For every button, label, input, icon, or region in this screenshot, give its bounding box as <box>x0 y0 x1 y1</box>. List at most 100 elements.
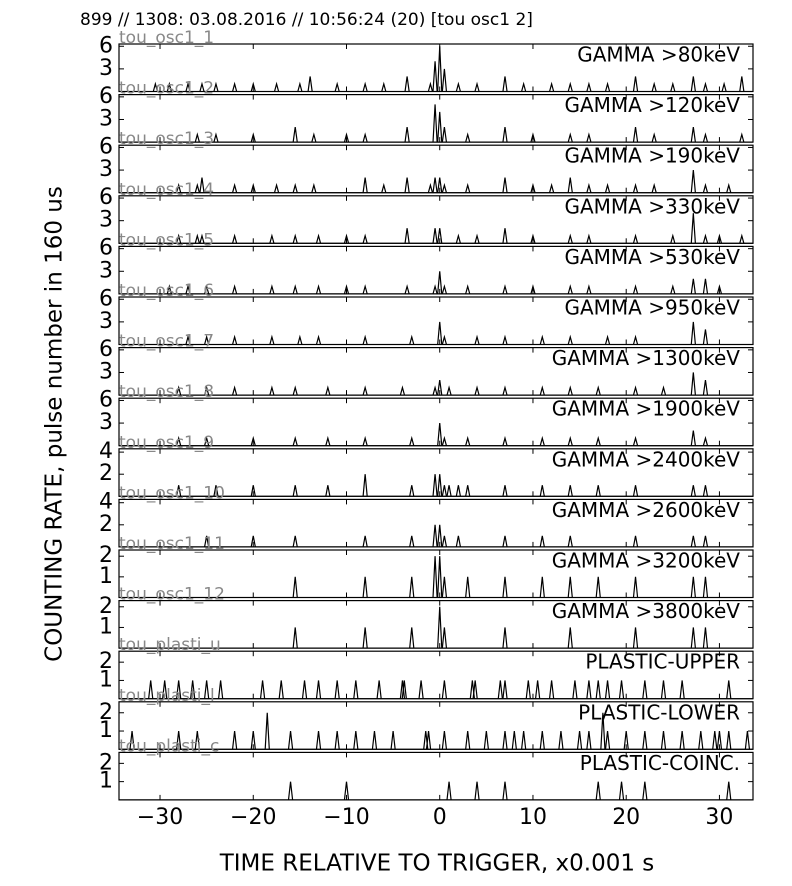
panel-annotation: GAMMA >530keV <box>564 245 740 269</box>
spike <box>162 680 168 699</box>
spike <box>548 680 555 699</box>
spike <box>726 680 732 699</box>
spike <box>376 680 382 699</box>
spike <box>632 435 639 446</box>
spike <box>325 385 331 396</box>
spike <box>595 485 601 497</box>
spike <box>441 730 448 750</box>
spike <box>632 284 639 295</box>
spike <box>199 81 205 92</box>
y-tick-label: 6 <box>99 286 113 311</box>
spike <box>334 81 340 92</box>
spike <box>567 385 573 396</box>
panel-annotation: GAMMA >2400keV <box>552 447 741 471</box>
spike <box>204 435 210 446</box>
x-axis-label: TIME RELATIVE TO TRIGGER, x0.001 s <box>219 851 655 877</box>
spike <box>739 132 745 143</box>
panel-label: tou_osc1_7 <box>119 332 214 352</box>
spike <box>716 284 723 295</box>
y-tick-label: 3 <box>99 359 113 384</box>
spike <box>152 81 158 92</box>
spike <box>362 233 368 244</box>
spike <box>427 81 434 92</box>
spike <box>455 485 462 497</box>
spike <box>632 535 639 548</box>
spike <box>702 435 709 446</box>
spike <box>427 182 434 193</box>
spike <box>604 81 611 92</box>
spike <box>213 485 219 497</box>
spike <box>586 730 592 750</box>
spike <box>690 213 696 244</box>
y-tick-label: 3 <box>99 208 113 233</box>
spike <box>698 730 704 750</box>
spike <box>343 233 350 244</box>
x-tick-label: −30 <box>137 805 183 830</box>
spike <box>679 680 685 699</box>
spike <box>465 284 471 295</box>
spike <box>250 485 256 497</box>
spike <box>702 535 709 548</box>
spike <box>618 781 625 800</box>
spike <box>702 81 709 92</box>
spike <box>362 334 368 345</box>
spike <box>567 627 573 649</box>
spike <box>362 474 368 497</box>
spike <box>292 126 298 143</box>
spike <box>726 182 732 193</box>
spike <box>502 177 508 193</box>
spike <box>474 233 480 244</box>
spike <box>437 271 443 294</box>
x-tick-label: 0 <box>433 805 447 830</box>
spike <box>409 334 415 345</box>
spike <box>231 233 238 244</box>
spike <box>497 680 503 699</box>
spike <box>194 182 200 193</box>
spike <box>567 284 573 295</box>
spike <box>530 132 536 143</box>
panel-annotation: GAMMA >3800keV <box>552 599 741 623</box>
spike <box>231 334 238 345</box>
spike <box>409 485 415 497</box>
panel-annotation: GAMMA >190keV <box>564 144 740 168</box>
spike <box>586 132 592 143</box>
spike <box>176 182 182 193</box>
spike <box>548 81 555 92</box>
spike <box>292 627 298 649</box>
spike <box>343 132 350 143</box>
spike <box>660 385 667 396</box>
spike <box>623 730 629 750</box>
spike <box>539 485 545 497</box>
spike <box>744 730 751 750</box>
spike <box>409 576 415 598</box>
y-tick-label: 3 <box>99 410 113 435</box>
y-tick-label: 2 <box>99 512 113 537</box>
spike <box>315 233 322 244</box>
spike <box>567 177 573 193</box>
spike <box>502 76 508 92</box>
spike <box>441 535 448 548</box>
spike <box>576 730 583 750</box>
spike <box>437 177 443 193</box>
spike <box>712 730 718 750</box>
spike <box>567 576 573 598</box>
spike <box>250 435 256 446</box>
spike <box>334 730 340 750</box>
spike <box>297 334 303 345</box>
y-tick-label: 2 <box>99 649 113 674</box>
spike <box>530 284 536 295</box>
spike <box>432 104 438 143</box>
spike <box>371 730 378 750</box>
spike <box>315 680 322 699</box>
spike <box>381 182 387 193</box>
panel-annotation: PLASTIC-COINC. <box>580 751 740 775</box>
x-tick-label: 30 <box>705 805 733 830</box>
panel-label: tou_osc1_12 <box>119 585 225 605</box>
spike <box>567 132 573 143</box>
y-tick-label: 6 <box>99 337 113 362</box>
spike <box>539 435 545 446</box>
spike <box>231 385 238 396</box>
panel-label: tou_osc1_6 <box>119 281 214 301</box>
spike <box>702 278 709 294</box>
spike <box>292 576 298 598</box>
